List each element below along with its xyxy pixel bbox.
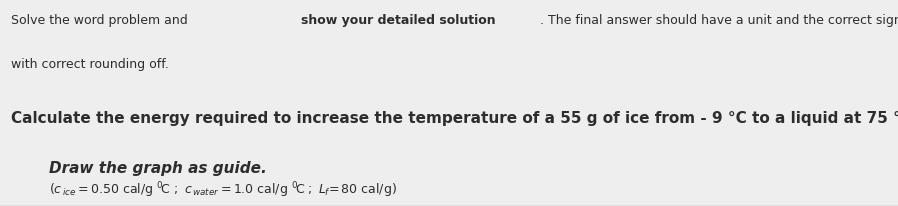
Text: Solve the word problem and: Solve the word problem and [11, 14, 191, 27]
Text: Draw the graph as guide.: Draw the graph as guide. [49, 161, 267, 176]
Text: . The final answer should have a unit and the correct significant figure/s: . The final answer should have a unit an… [541, 14, 898, 27]
Text: with correct rounding off.: with correct rounding off. [11, 58, 169, 71]
Text: show your detailed solution: show your detailed solution [302, 14, 496, 27]
Text: Calculate the energy required to increase the temperature of a 55 g of ice from : Calculate the energy required to increas… [11, 111, 898, 126]
Text: $(c_{\,\mathit{ice}} = 0.50\ \mathrm{cal/g}\ ^0\!\mathrm{C}\ ;\ c_{\,\mathit{wat: $(c_{\,\mathit{ice}} = 0.50\ \mathrm{cal… [49, 180, 397, 200]
